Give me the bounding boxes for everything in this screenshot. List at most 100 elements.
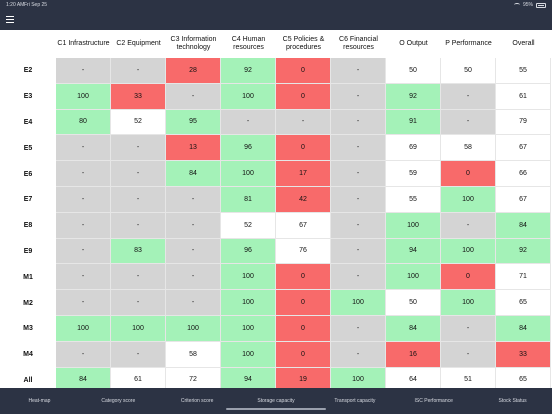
hamburger-icon[interactable] (6, 16, 14, 24)
heatmap-cell[interactable]: 0 (276, 135, 331, 162)
heatmap-cell[interactable]: 80 (56, 109, 111, 136)
heatmap-cell[interactable]: 84 (496, 316, 551, 342)
heatmap-cell[interactable]: 0 (441, 161, 496, 187)
heatmap-cell[interactable]: - (56, 212, 111, 239)
heatmap-cell[interactable]: 13 (166, 135, 221, 162)
heatmap-cell[interactable]: 61 (496, 83, 551, 110)
heatmap-cell[interactable]: 100 (56, 83, 111, 110)
heatmap-cell[interactable]: - (166, 187, 221, 213)
heatmap-cell[interactable]: 100 (221, 83, 276, 110)
heatmap-cell[interactable]: - (111, 58, 166, 84)
heatmap-cell[interactable]: - (56, 264, 111, 291)
heatmap-cell[interactable]: 59 (386, 161, 441, 187)
heatmap-cell[interactable]: 52 (221, 212, 276, 239)
heatmap-cell[interactable]: - (441, 212, 496, 239)
heatmap-cell[interactable]: 67 (496, 135, 551, 162)
heatmap-cell[interactable]: - (56, 341, 111, 368)
heatmap-cell[interactable]: 33 (111, 83, 166, 110)
heatmap-cell[interactable]: 71 (496, 264, 551, 291)
heatmap-cell[interactable]: - (331, 238, 386, 265)
heatmap-cell[interactable]: - (221, 109, 276, 136)
heatmap-cell[interactable]: - (56, 161, 111, 187)
heatmap-cell[interactable]: - (331, 83, 386, 110)
heatmap-cell[interactable]: - (441, 316, 496, 342)
heatmap-cell[interactable]: 84 (496, 212, 551, 239)
tab-stock-status[interactable]: Stock Status (498, 398, 527, 404)
heatmap-cell[interactable]: 100 (221, 341, 276, 368)
heatmap-cell[interactable]: 0 (276, 264, 331, 291)
heatmap-cell[interactable]: - (166, 264, 221, 291)
heatmap-cell[interactable]: - (441, 83, 496, 110)
heatmap-cell[interactable]: 42 (276, 187, 331, 213)
heatmap-cell[interactable]: 100 (386, 212, 441, 239)
heatmap-cell[interactable]: 94 (386, 238, 441, 265)
heatmap-cell[interactable]: - (111, 161, 166, 187)
heatmap-cell[interactable]: 84 (386, 316, 441, 342)
heatmap-cell[interactable]: 100 (331, 290, 386, 316)
heatmap-cell[interactable]: - (56, 238, 111, 265)
heatmap-cell[interactable]: 0 (276, 316, 331, 342)
heatmap-cell[interactable]: 69 (386, 135, 441, 162)
heatmap-cell[interactable]: 100 (166, 316, 221, 342)
heatmap-cell[interactable]: 100 (221, 316, 276, 342)
heatmap-cell[interactable]: - (166, 290, 221, 316)
tab-storage-capacity[interactable]: Storage capacity (257, 398, 295, 404)
heatmap-cell[interactable]: - (331, 264, 386, 291)
heatmap-cell[interactable]: 17 (276, 161, 331, 187)
heatmap-cell[interactable]: 50 (441, 58, 496, 84)
heatmap-cell[interactable]: 100 (441, 187, 496, 213)
heatmap-cell[interactable]: - (331, 187, 386, 213)
heatmap-cell[interactable]: 96 (221, 238, 276, 265)
heatmap-cell[interactable]: 58 (441, 135, 496, 162)
tab-isc-performance[interactable]: ISC Performance (414, 398, 453, 404)
heatmap-cell[interactable]: 55 (496, 58, 551, 84)
heatmap-cell[interactable]: - (331, 316, 386, 342)
heatmap-cell[interactable]: 100 (56, 316, 111, 342)
heatmap-cell[interactable]: - (331, 109, 386, 136)
heatmap-cell[interactable]: - (331, 135, 386, 162)
heatmap-cell[interactable]: 67 (276, 212, 331, 239)
heatmap-cell[interactable]: 65 (496, 290, 551, 316)
heatmap-cell[interactable]: 100 (441, 290, 496, 316)
heatmap-cell[interactable]: - (331, 58, 386, 84)
heatmap-cell[interactable]: 66 (496, 161, 551, 187)
heatmap-cell[interactable]: 52 (111, 109, 166, 136)
heatmap-cell[interactable]: 0 (441, 264, 496, 291)
heatmap-cell[interactable]: 0 (276, 341, 331, 368)
heatmap-cell[interactable]: 84 (166, 161, 221, 187)
heatmap-cell[interactable]: 92 (221, 58, 276, 84)
heatmap-cell[interactable]: 100 (221, 161, 276, 187)
heatmap-cell[interactable]: 50 (386, 290, 441, 316)
heatmap-cell[interactable]: - (166, 83, 221, 110)
heatmap-cell[interactable]: - (111, 212, 166, 239)
heatmap-cell[interactable]: - (111, 264, 166, 291)
heatmap-cell[interactable]: - (276, 109, 331, 136)
heatmap-cell[interactable]: 83 (111, 238, 166, 265)
heatmap-cell[interactable]: 92 (386, 83, 441, 110)
heatmap-cell[interactable]: - (111, 135, 166, 162)
heatmap-cell[interactable]: 81 (221, 187, 276, 213)
heatmap-cell[interactable]: 55 (386, 187, 441, 213)
heatmap-cell[interactable]: 100 (221, 290, 276, 316)
heatmap-cell[interactable]: 100 (441, 238, 496, 265)
tab-heat-map[interactable]: Heat-map (28, 398, 51, 404)
heatmap-cell[interactable]: 100 (221, 264, 276, 291)
heatmap-cell[interactable]: - (111, 341, 166, 368)
heatmap-cell[interactable]: - (56, 58, 111, 84)
heatmap-cell[interactable]: 16 (386, 341, 441, 368)
heatmap-cell[interactable]: - (331, 212, 386, 239)
heatmap-cell[interactable]: - (441, 341, 496, 368)
heatmap-cell[interactable]: - (56, 290, 111, 316)
heatmap-cell[interactable]: - (166, 238, 221, 265)
heatmap-cell[interactable]: 58 (166, 341, 221, 368)
heatmap-cell[interactable]: 100 (111, 316, 166, 342)
tab-transport-capacity[interactable]: Transport capacity (334, 398, 376, 404)
heatmap-cell[interactable]: 0 (276, 290, 331, 316)
heatmap-cell[interactable]: - (56, 135, 111, 162)
heatmap-cell[interactable]: 50 (386, 58, 441, 84)
heatmap-cell[interactable]: 33 (496, 341, 551, 368)
heatmap-cell[interactable]: 96 (221, 135, 276, 162)
heatmap-cell[interactable]: - (111, 290, 166, 316)
heatmap-cell[interactable]: - (166, 212, 221, 239)
heatmap-cell[interactable]: 76 (276, 238, 331, 265)
